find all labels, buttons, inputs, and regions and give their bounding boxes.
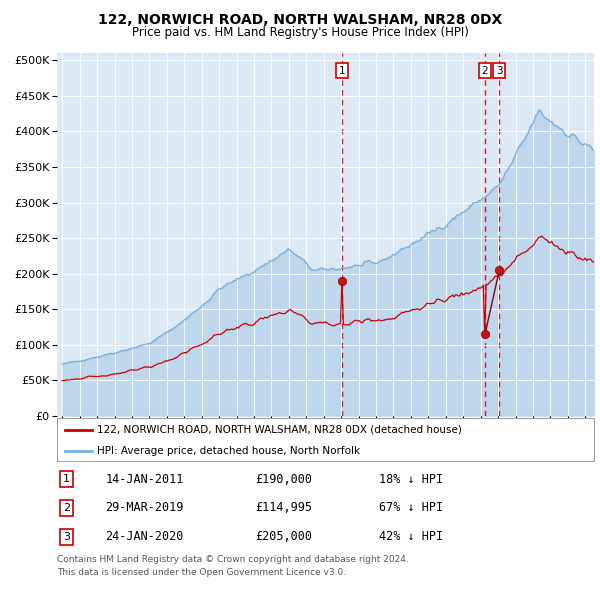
Text: £190,000: £190,000: [256, 473, 313, 486]
Text: Price paid vs. HM Land Registry's House Price Index (HPI): Price paid vs. HM Land Registry's House …: [131, 26, 469, 39]
Text: 1: 1: [338, 66, 345, 76]
Text: 1: 1: [63, 474, 70, 484]
Text: 3: 3: [496, 66, 503, 76]
Text: 42% ↓ HPI: 42% ↓ HPI: [379, 530, 443, 543]
Text: 122, NORWICH ROAD, NORTH WALSHAM, NR28 0DX (detached house): 122, NORWICH ROAD, NORTH WALSHAM, NR28 0…: [97, 425, 462, 435]
Text: 2: 2: [63, 503, 70, 513]
Text: HPI: Average price, detached house, North Norfolk: HPI: Average price, detached house, Nort…: [97, 445, 361, 455]
Text: 67% ↓ HPI: 67% ↓ HPI: [379, 502, 443, 514]
Text: 14-JAN-2011: 14-JAN-2011: [106, 473, 184, 486]
Text: 18% ↓ HPI: 18% ↓ HPI: [379, 473, 443, 486]
Text: 24-JAN-2020: 24-JAN-2020: [106, 530, 184, 543]
Text: 122, NORWICH ROAD, NORTH WALSHAM, NR28 0DX: 122, NORWICH ROAD, NORTH WALSHAM, NR28 0…: [98, 13, 502, 27]
Text: This data is licensed under the Open Government Licence v3.0.: This data is licensed under the Open Gov…: [57, 568, 346, 576]
Text: 29-MAR-2019: 29-MAR-2019: [106, 502, 184, 514]
Text: 2: 2: [482, 66, 488, 76]
Text: £114,995: £114,995: [256, 502, 313, 514]
Text: 3: 3: [63, 532, 70, 542]
Text: Contains HM Land Registry data © Crown copyright and database right 2024.: Contains HM Land Registry data © Crown c…: [57, 555, 409, 563]
Text: £205,000: £205,000: [256, 530, 313, 543]
